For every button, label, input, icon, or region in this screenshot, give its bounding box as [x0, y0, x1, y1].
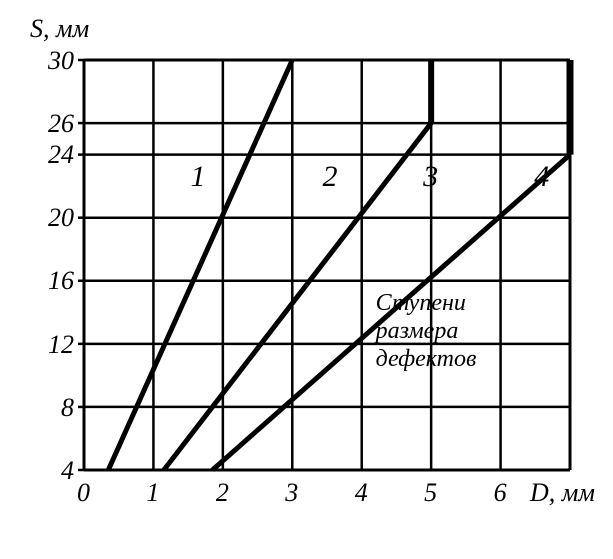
y-tick-26: 26: [48, 109, 74, 139]
chart-container: S, мм D, мм 48121620242630 0123456 1234 …: [0, 0, 613, 559]
series-label-3: 3: [423, 160, 438, 194]
y-tick-12: 12: [48, 330, 74, 360]
annotation-line-1: Ступени: [376, 289, 477, 317]
x-tick-2: 2: [216, 478, 229, 508]
series-label-1: 1: [191, 160, 206, 194]
x-axis-title: D, мм: [530, 478, 595, 508]
annotation-text: Ступениразмерадефектов: [376, 289, 477, 373]
x-tick-1: 1: [146, 478, 159, 508]
chart-svg: [0, 0, 613, 559]
series-line-1: [108, 60, 292, 470]
annotation-line-3: дефектов: [376, 345, 477, 373]
annotation-line-2: размера: [376, 317, 477, 345]
y-tick-24: 24: [48, 140, 74, 170]
y-tick-8: 8: [61, 393, 74, 423]
y-tick-20: 20: [48, 203, 74, 233]
y-axis-title: S, мм: [30, 14, 89, 44]
series-label-2: 2: [322, 160, 337, 194]
y-tick-30: 30: [48, 46, 74, 76]
x-tick-5: 5: [424, 478, 437, 508]
series-label-4: 4: [534, 160, 549, 194]
grid: [84, 60, 570, 470]
x-tick-0: 0: [77, 478, 90, 508]
x-tick-6: 6: [494, 478, 507, 508]
y-tick-16: 16: [48, 266, 74, 296]
x-tick-4: 4: [355, 478, 368, 508]
y-tick-4: 4: [61, 456, 74, 486]
x-tick-3: 3: [285, 478, 298, 508]
